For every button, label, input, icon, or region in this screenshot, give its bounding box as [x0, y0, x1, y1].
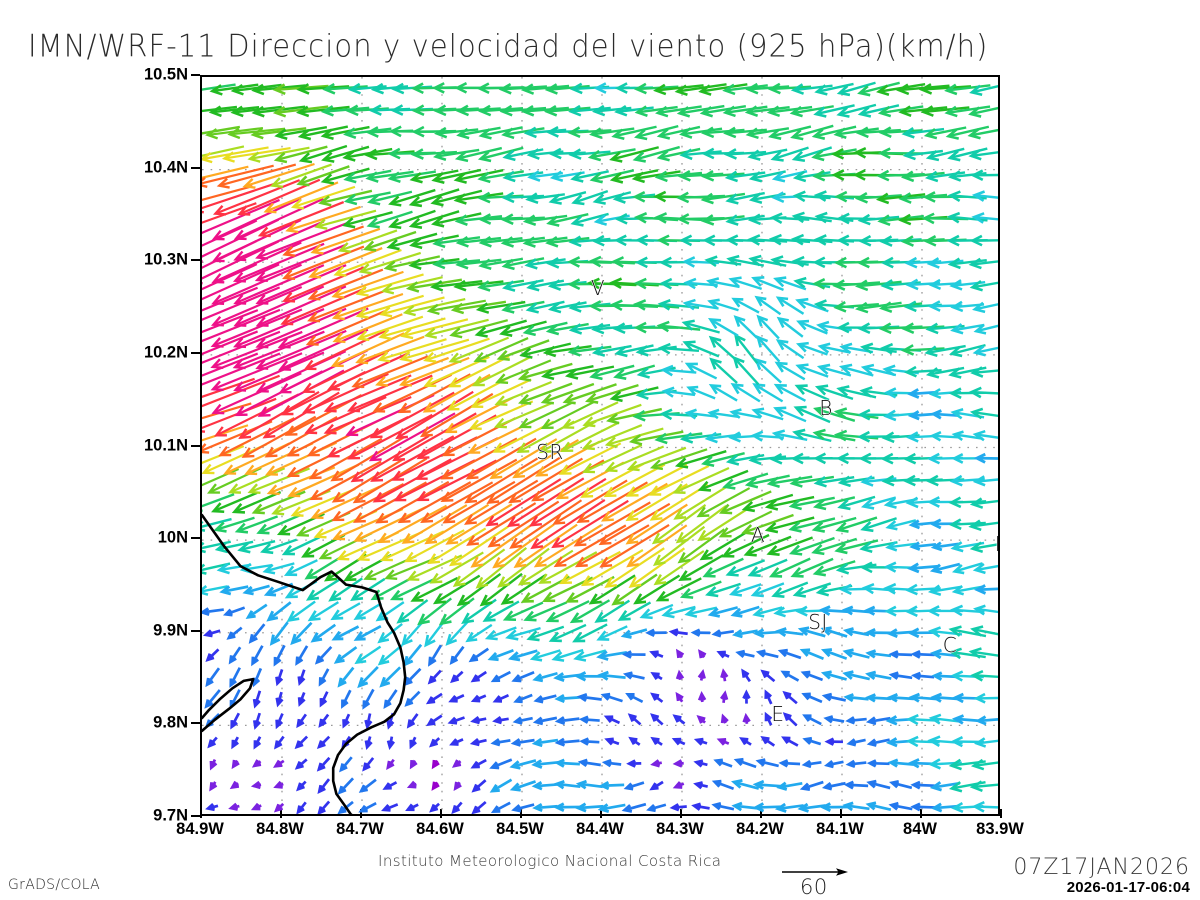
x-axis-tick-label: 84W: [903, 820, 937, 838]
x-axis-tick-label: 84.7W: [336, 820, 384, 838]
x-axis-tick: [600, 809, 602, 818]
y-axis-tick-label: 9.7N: [153, 806, 188, 825]
reference-arrow-icon: [782, 868, 848, 876]
x-axis-tick: [440, 809, 442, 818]
y-axis-tick: [191, 629, 200, 632]
grads-credit: GrADS/COLA: [8, 877, 101, 893]
x-axis-tick: [680, 809, 682, 818]
x-axis-tick: [840, 809, 842, 818]
reference-vector-label: 60: [800, 875, 828, 899]
y-axis-tick: [191, 537, 200, 540]
x-axis-tick-label: 84.2W: [736, 820, 784, 838]
x-axis-tick-label: 84.3W: [656, 820, 704, 838]
y-axis-tick-label: 9.8N: [153, 713, 188, 732]
x-axis-tick: [760, 809, 762, 818]
institute-caption: Instituto Meteorologico Nacional Costa R…: [378, 852, 722, 870]
y-axis-tick-label: 10.4N: [143, 158, 188, 177]
y-axis-tick: [191, 815, 200, 817]
city-label-c: C: [942, 632, 958, 657]
x-axis-tick: [1000, 809, 1002, 818]
reference-vector-key: 60: [778, 862, 888, 899]
x-axis-tick-label: 84.9W: [176, 820, 224, 838]
x-axis-tick: [280, 809, 282, 818]
wind-vector-plot: V SR B A I SJ C E: [200, 75, 1000, 816]
x-axis-tick: [360, 809, 362, 818]
city-label-a: A: [750, 523, 766, 548]
city-label-v: V: [590, 276, 606, 301]
y-axis-tick: [191, 259, 200, 262]
city-label-b: B: [819, 395, 833, 420]
y-axis-tick-label: 10N: [157, 528, 188, 547]
x-axis-tick: [520, 809, 522, 818]
x-axis-tick-label: 83.9W: [976, 820, 1024, 838]
y-axis-tick-label: 10.5N: [143, 65, 188, 84]
y-axis-tick-label: 10.2N: [143, 343, 188, 362]
y-axis-tick-label: 10.1N: [143, 436, 188, 454]
x-axis-tick-label: 84.8W: [256, 820, 304, 838]
x-axis-tick: [200, 809, 202, 818]
city-label-sj: SJ: [808, 609, 828, 634]
x-axis-tick-label: 84.5W: [496, 820, 544, 838]
y-axis-tick-label: 9.9N: [153, 621, 188, 640]
valid-time: 07Z17JAN2026: [1013, 855, 1190, 880]
y-axis-tick: [191, 351, 200, 354]
y-axis-tick: [191, 722, 200, 725]
wind-vectors-layer: [202, 81, 998, 814]
city-label-i: I: [995, 532, 998, 556]
city-label-sr: SR: [536, 440, 564, 465]
x-axis-tick: [920, 809, 922, 818]
city-labels-layer: V SR B A I SJ C E: [202, 77, 998, 814]
x-axis-tick-label: 84.1W: [816, 820, 864, 838]
y-axis-tick: [191, 74, 200, 76]
run-timestamp: 2026-01-17-06:04: [1066, 879, 1190, 896]
coastline-layer: [202, 513, 407, 814]
y-axis-tick: [191, 444, 200, 447]
y-axis-tick-label: 10.3N: [143, 250, 188, 269]
city-label-e: E: [771, 702, 785, 727]
x-axis-tick-label: 84.6W: [416, 820, 464, 838]
page-title: IMN/WRF-11 Direccion y velocidad del vie…: [28, 28, 989, 65]
x-axis-tick-label: 84.4W: [576, 820, 624, 838]
y-axis-tick: [191, 166, 200, 169]
